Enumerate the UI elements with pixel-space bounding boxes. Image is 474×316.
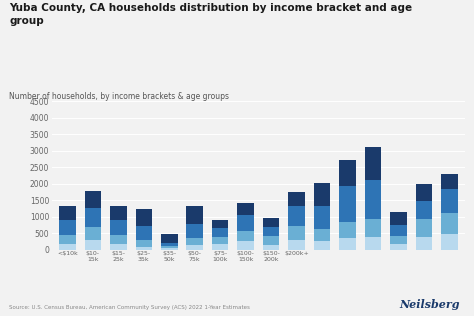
- Bar: [186, 206, 203, 224]
- Bar: [59, 244, 76, 250]
- Bar: [390, 244, 407, 250]
- Bar: [441, 234, 457, 250]
- Bar: [212, 244, 228, 250]
- Bar: [212, 237, 228, 244]
- Bar: [390, 236, 407, 244]
- Bar: [416, 202, 432, 219]
- Bar: [59, 206, 76, 221]
- Bar: [263, 245, 279, 250]
- Bar: [237, 241, 254, 250]
- Bar: [339, 222, 356, 238]
- Text: Source: U.S. Census Bureau, American Community Survey (ACS) 2022 1-Year Estimate: Source: U.S. Census Bureau, American Com…: [9, 305, 250, 310]
- Bar: [110, 221, 127, 235]
- Text: Neilsberg: Neilsberg: [399, 299, 460, 310]
- Bar: [84, 191, 101, 208]
- Bar: [161, 246, 177, 248]
- Bar: [314, 241, 330, 250]
- Bar: [314, 206, 330, 229]
- Bar: [314, 229, 330, 241]
- Bar: [441, 189, 457, 213]
- Bar: [212, 220, 228, 228]
- Legend: Under 25 years, 25 to 44 years, 45 to 64 years, 65 years and over: Under 25 years, 25 to 44 years, 45 to 64…: [103, 315, 348, 316]
- Bar: [365, 147, 381, 180]
- Bar: [390, 212, 407, 225]
- Bar: [263, 227, 279, 236]
- Bar: [416, 184, 432, 202]
- Bar: [314, 183, 330, 206]
- Bar: [237, 215, 254, 230]
- Bar: [237, 230, 254, 241]
- Bar: [365, 180, 381, 219]
- Bar: [84, 227, 101, 240]
- Bar: [186, 224, 203, 238]
- Bar: [416, 237, 432, 250]
- Bar: [136, 240, 152, 247]
- Bar: [288, 240, 305, 250]
- Bar: [237, 204, 254, 215]
- Text: Yuba County, CA households distribution by income bracket and age
group: Yuba County, CA households distribution …: [9, 3, 412, 26]
- Text: Number of households, by income brackets & age groups: Number of households, by income brackets…: [9, 92, 229, 100]
- Bar: [416, 219, 432, 237]
- Bar: [365, 219, 381, 237]
- Bar: [390, 225, 407, 236]
- Bar: [212, 228, 228, 237]
- Bar: [339, 160, 356, 186]
- Bar: [161, 248, 177, 250]
- Bar: [59, 221, 76, 235]
- Bar: [288, 192, 305, 206]
- Bar: [186, 245, 203, 250]
- Bar: [110, 235, 127, 244]
- Bar: [288, 206, 305, 226]
- Bar: [136, 209, 152, 226]
- Bar: [339, 238, 356, 250]
- Bar: [84, 208, 101, 227]
- Bar: [339, 186, 356, 222]
- Bar: [186, 238, 203, 245]
- Bar: [441, 174, 457, 189]
- Bar: [110, 244, 127, 250]
- Bar: [136, 247, 152, 250]
- Bar: [59, 235, 76, 244]
- Bar: [263, 218, 279, 227]
- Bar: [263, 236, 279, 245]
- Bar: [161, 243, 177, 246]
- Bar: [136, 226, 152, 240]
- Bar: [365, 237, 381, 250]
- Bar: [441, 213, 457, 234]
- Bar: [84, 240, 101, 250]
- Bar: [110, 206, 127, 221]
- Bar: [288, 226, 305, 240]
- Bar: [161, 234, 177, 243]
